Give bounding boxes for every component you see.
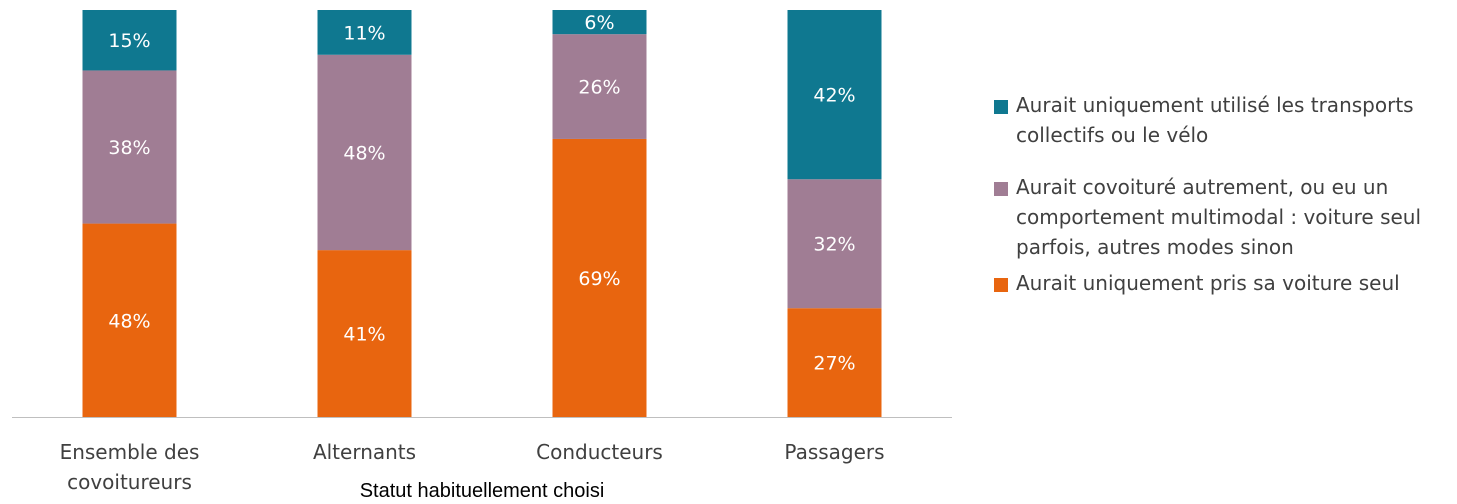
- data-label: 41%: [343, 324, 385, 346]
- bar-segment: [787, 179, 882, 309]
- bar-segment: [317, 10, 412, 55]
- legend-swatch-transports: [994, 100, 1008, 114]
- legend-item-covoiture: Aurait covoituré autrement, ou eu un com…: [994, 172, 1454, 262]
- data-label: 15%: [108, 30, 150, 52]
- legend-label-transports: Aurait uniquement utilisé les transports…: [1016, 93, 1414, 147]
- bar-segment: [82, 70, 177, 224]
- x-axis-title: Statut habituellement choisi: [360, 480, 605, 502]
- data-label: 27%: [813, 353, 855, 375]
- bar-segment: [552, 10, 647, 35]
- legend-label-voiture-seul: Aurait uniquement pris sa voiture seul: [1016, 271, 1400, 295]
- data-label: 42%: [813, 85, 855, 107]
- legend-item-voiture-seul: Aurait uniquement pris sa voiture seul: [994, 268, 1454, 298]
- legend-swatch-covoiture: [994, 182, 1008, 196]
- bar-segment: [82, 223, 177, 417]
- bar-segment: [787, 308, 882, 417]
- category-label: Passagers: [784, 440, 884, 464]
- data-label: 26%: [578, 77, 620, 99]
- category-label: Conducteurs: [536, 440, 663, 464]
- bar-segment: [552, 34, 647, 139]
- data-label: 69%: [578, 268, 620, 290]
- data-label: 48%: [108, 310, 150, 332]
- data-label: 32%: [813, 234, 855, 256]
- data-label: 11%: [343, 22, 385, 44]
- legend-label-covoiture: Aurait covoituré autrement, ou eu un com…: [1016, 175, 1422, 259]
- category-label: Ensemble des: [60, 440, 200, 464]
- bar-segment: [317, 250, 412, 417]
- bar-segment: [317, 54, 412, 251]
- data-label: 48%: [343, 142, 385, 164]
- data-label: 38%: [108, 137, 150, 159]
- category-label: covoitureurs: [67, 470, 192, 494]
- chart-legend: Aurait uniquement utilisé les transports…: [994, 90, 1454, 298]
- bar-segment: [82, 10, 177, 71]
- legend-swatch-voiture-seul: [994, 278, 1008, 292]
- bar-segment: [787, 10, 882, 180]
- bar-segment: [552, 138, 647, 417]
- data-label: 6%: [584, 12, 614, 34]
- category-label: Alternants: [313, 440, 416, 464]
- legend-item-transports: Aurait uniquement utilisé les transports…: [994, 90, 1454, 150]
